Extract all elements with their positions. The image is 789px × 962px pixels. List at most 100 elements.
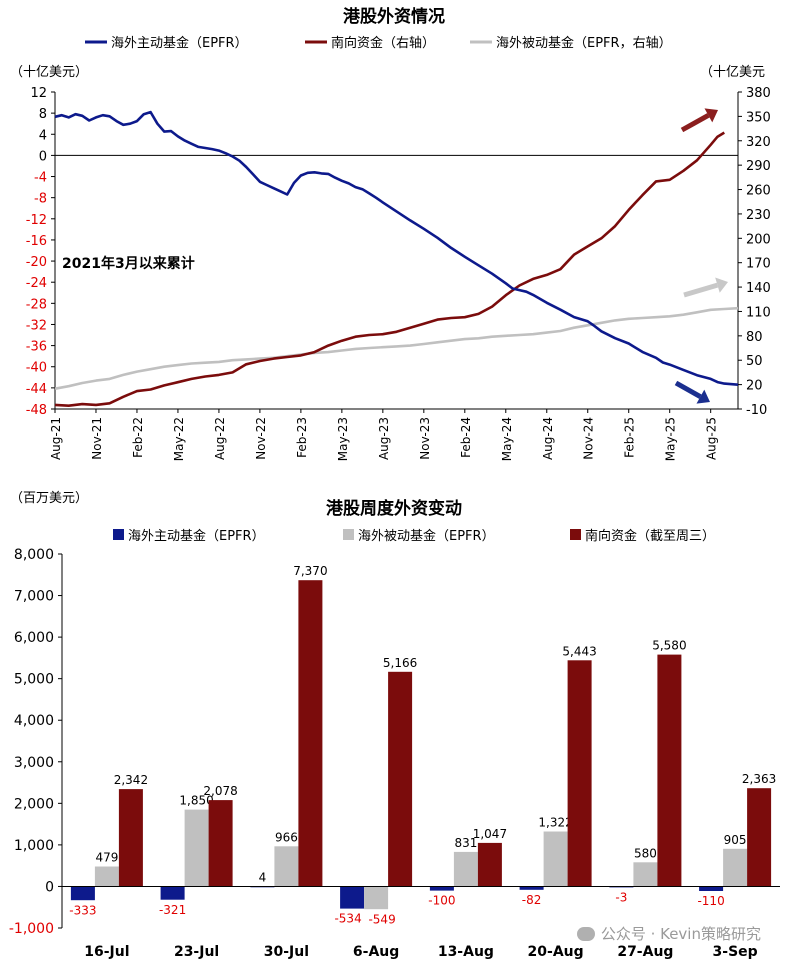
x-tick-label: May-22 xyxy=(172,417,186,461)
legend-label: 海外主动基金（EPFR） xyxy=(128,528,265,544)
right-tick-label: 290 xyxy=(746,159,771,174)
up-arrow-icon-head xyxy=(715,277,728,293)
bar xyxy=(388,671,413,887)
x-tick-label: May-25 xyxy=(664,417,678,461)
series-line xyxy=(54,131,725,407)
x-tick-label: 3-Sep xyxy=(713,944,758,960)
x-tick-label: 20-Aug xyxy=(528,944,584,960)
x-tick-label: May-24 xyxy=(500,417,514,461)
bar xyxy=(543,831,568,887)
data-label: -100 xyxy=(428,894,455,908)
data-label: 580 xyxy=(634,846,657,860)
data-label: 2,078 xyxy=(203,784,237,798)
left-tick-label: -8 xyxy=(34,192,47,207)
y-tick-label: 3,000 xyxy=(14,755,54,771)
data-label: 5,580 xyxy=(652,639,686,653)
bar xyxy=(298,580,323,887)
bar xyxy=(184,809,209,887)
right-tick-label: 140 xyxy=(746,281,771,296)
right-tick-label: 50 xyxy=(746,354,763,369)
bar xyxy=(274,846,299,887)
x-tick-label: Feb-24 xyxy=(459,417,473,458)
data-label: 2,363 xyxy=(742,772,776,786)
y-tick-label: -1,000 xyxy=(9,921,54,937)
bar-chart: 港股周度外资变动 （百万美元） 海外主动基金（EPFR） 海外被动基金（EPFR） 南向… xyxy=(9,491,780,960)
y-tick-label: 6,000 xyxy=(14,630,54,646)
x-tick-label: Nov-21 xyxy=(90,417,104,460)
y-tick-label: 7,000 xyxy=(14,589,54,605)
left-tick-label: -16 xyxy=(26,234,47,249)
left-tick-label: 4 xyxy=(39,128,47,143)
right-tick-label: 320 xyxy=(746,135,771,150)
y-tick-label: 1,000 xyxy=(14,838,54,854)
bar xyxy=(723,848,748,887)
legend-swatch xyxy=(343,529,354,540)
x-tick-label: 27-Aug xyxy=(617,944,673,960)
up-arrow-icon xyxy=(680,113,710,133)
left-tick-label: -40 xyxy=(26,361,47,376)
left-tick-label: -36 xyxy=(26,340,47,355)
bar xyxy=(453,851,478,887)
data-label: -82 xyxy=(522,893,542,907)
y-tick-label: 0 xyxy=(45,879,54,895)
data-label: 2,342 xyxy=(114,773,148,787)
bar xyxy=(364,886,389,910)
bar xyxy=(747,788,772,887)
bar xyxy=(567,660,592,887)
x-tick-label: 16-Jul xyxy=(84,944,129,960)
legend-label: 海外被动基金（EPFR） xyxy=(358,528,495,544)
data-label: 479 xyxy=(95,851,118,865)
left-tick-label: -32 xyxy=(26,318,47,333)
bar xyxy=(429,886,454,891)
data-label: 966 xyxy=(275,830,298,844)
left-tick-label: 0 xyxy=(39,149,47,164)
legend-label: 南向资金（截至周三） xyxy=(585,528,715,544)
right-tick-label: 200 xyxy=(746,232,771,247)
data-label: -534 xyxy=(334,912,361,926)
right-tick-label: 20 xyxy=(746,379,763,394)
data-label: -110 xyxy=(697,894,724,908)
x-tick-label: Nov-23 xyxy=(418,417,432,460)
x-tick-label: Aug-25 xyxy=(705,417,719,460)
x-tick-label: Feb-23 xyxy=(295,417,309,458)
left-tick-label: -4 xyxy=(34,171,47,186)
x-tick-label: Aug-22 xyxy=(213,417,227,460)
bar xyxy=(208,800,233,887)
x-tick-label: 6-Aug xyxy=(353,944,399,960)
bar xyxy=(340,886,365,909)
x-tick-label: Aug-23 xyxy=(377,417,391,460)
x-tick-label: Aug-24 xyxy=(541,417,555,460)
data-label: -549 xyxy=(368,912,395,926)
right-axis-unit: （十亿美元 xyxy=(700,65,765,80)
x-tick-label: 23-Jul xyxy=(174,944,219,960)
left-tick-label: -24 xyxy=(26,276,47,291)
y-tick-label: 2,000 xyxy=(14,796,54,812)
series-line xyxy=(54,306,739,390)
data-label: 5,443 xyxy=(562,644,596,658)
bar xyxy=(118,789,143,887)
bar xyxy=(160,886,185,900)
right-tick-label: 170 xyxy=(746,257,771,272)
right-tick-label: 350 xyxy=(746,110,771,125)
right-tick-label: 110 xyxy=(746,305,771,320)
watermark: 公众号 · Kevin策略研究 xyxy=(576,923,761,944)
right-tick-label: -10 xyxy=(746,403,767,418)
x-tick-label: Nov-22 xyxy=(254,417,268,460)
wechat-icon xyxy=(576,927,595,941)
bar xyxy=(699,886,724,891)
watermark-text: 公众号 · Kevin策略研究 xyxy=(600,925,761,943)
series-line xyxy=(54,110,739,386)
legend-label: 南向资金（右轴） xyxy=(331,35,435,51)
annotation: 2021年3月以来累计 xyxy=(62,255,195,272)
right-tick-label: 260 xyxy=(746,184,771,199)
x-tick-label: Feb-22 xyxy=(131,417,145,458)
bar xyxy=(70,886,95,901)
chart-title: 港股外资情况 xyxy=(343,6,445,27)
up-arrow-icon xyxy=(683,282,719,298)
left-tick-label: -28 xyxy=(26,297,47,312)
data-label: 1,322 xyxy=(538,816,572,830)
legend-swatch xyxy=(113,529,124,540)
down-arrow-icon-head xyxy=(696,389,710,404)
data-label: 831 xyxy=(454,836,477,850)
